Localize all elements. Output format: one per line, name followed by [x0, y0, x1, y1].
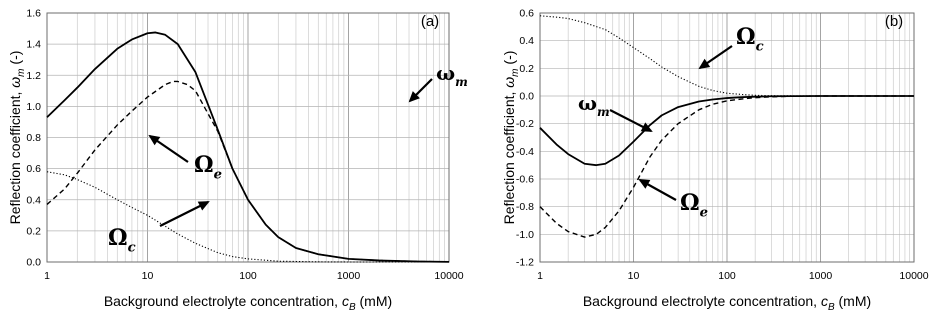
arrow-head-icon: [197, 201, 210, 211]
arrow-head-icon: [640, 122, 653, 132]
series-line--c: [539, 15, 914, 97]
x-tick-label: 10: [628, 270, 640, 282]
y-tick-label: 0.8: [26, 132, 41, 144]
plot-frame: [46, 12, 450, 263]
y-tick-label: -1.2: [516, 257, 534, 269]
panel-label: (b): [885, 13, 903, 30]
series-annotation--c: Ωc: [108, 225, 136, 256]
series-annotation--m: ωm: [578, 91, 610, 119]
y-tick-label: 0.2: [26, 225, 41, 237]
y-tick-label: -0.2: [516, 118, 534, 130]
series-annotation--e: Ωe: [194, 152, 222, 183]
series-annotation--c: Ωc: [736, 24, 764, 55]
arrow-head-icon: [638, 179, 651, 189]
x-tick-label: 1000: [809, 270, 833, 282]
x-tick-label: 100: [239, 270, 257, 282]
y-tick-label: 0.6: [519, 8, 534, 20]
x-tick-label: 10000: [899, 270, 928, 282]
y-tick-label: 1.6: [26, 8, 41, 20]
y-tick-label: 0.0: [26, 257, 41, 269]
series-annotation--e: Ωe: [680, 190, 708, 221]
y-tick-label: -0.6: [516, 174, 534, 186]
plot-frame: [539, 12, 915, 263]
y-tick-label: -0.8: [516, 201, 534, 213]
x-tick-label: 10000: [434, 270, 463, 282]
panel-label: (a): [421, 13, 439, 30]
x-tick-label: 10: [142, 270, 154, 282]
x-axis-title: Background electrolyte concentration, cB…: [104, 293, 392, 313]
panel-b: -1.2 -1.0 -0.8 -0.6 -0.4 -0.2 0.0 0.2 0.4 0.6 1 10 1…: [501, 8, 929, 314]
y-tick-label: 0.2: [519, 63, 534, 75]
series-line--e: [46, 80, 450, 263]
y-tick-label: 1.2: [26, 70, 41, 82]
y-tick-label: -1.0: [516, 229, 534, 241]
x-tick-label: 1: [44, 270, 50, 282]
y-tick-label: 1.0: [26, 101, 41, 113]
series-line--m: [46, 31, 450, 263]
x-tick-label: 1000: [337, 270, 361, 282]
y-axis-title: Reflection coefficient, ωm (-): [501, 51, 521, 225]
y-tick-label: 1.4: [26, 39, 41, 51]
arrow-head-icon: [698, 58, 711, 70]
y-tick-label: -0.4: [516, 146, 534, 158]
arrow-head-icon: [148, 134, 161, 146]
y-tick-label: 0.4: [26, 194, 41, 206]
series-line--m: [539, 95, 914, 167]
x-tick-label: 100: [718, 270, 736, 282]
y-tick-label: 0.0: [519, 91, 534, 103]
x-axis-title: Background electrolyte concentration, cB…: [583, 293, 871, 313]
x-tick-label: 1: [537, 270, 543, 282]
series-annotation--m: ωm: [436, 61, 468, 89]
y-tick-label: 0.4: [519, 35, 534, 47]
arrow-head-icon: [408, 91, 420, 103]
y-axis-title: Reflection coefficient, ωm (-): [7, 51, 27, 225]
y-tick-label: 0.6: [26, 163, 41, 175]
panel-a: 0.0 0.2 0.4 0.6 0.8 1.0 1.2 1.4 1.6 1 10 100 1000 100…: [7, 8, 468, 314]
